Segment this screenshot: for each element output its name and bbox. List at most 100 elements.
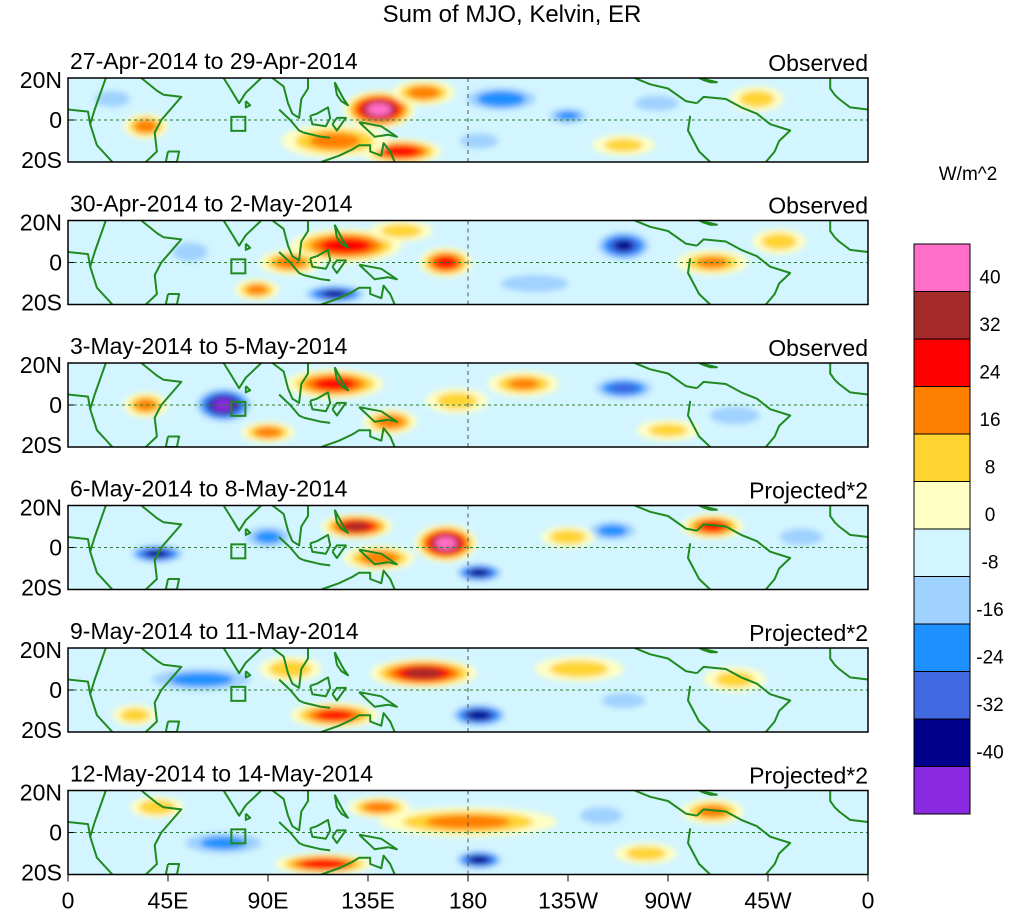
contour-band [625, 846, 667, 861]
x-axis: 0 45E 90E 135E 180 135W 90W 45W 0 [62, 874, 874, 914]
colorbar-swatch [913, 481, 971, 530]
contour-band [134, 119, 158, 133]
coastline [309, 248, 332, 270]
coastline [698, 505, 718, 511]
contour-band [549, 529, 587, 545]
coastline [829, 220, 868, 253]
coastline [303, 274, 331, 282]
anomaly-cell [419, 247, 473, 278]
panel-date-range: 3-May-2014 to 5-May-2014 [70, 333, 348, 359]
y-tick-label: 20S [21, 575, 62, 601]
coastline [331, 686, 347, 702]
contour-band [323, 290, 347, 298]
coastline [687, 828, 711, 875]
anomaly-cell [363, 409, 417, 435]
x-tick-label: 180 [449, 888, 487, 914]
contour-band [579, 807, 623, 825]
panel-status: Observed [768, 335, 868, 361]
map-panel-1: 20N 0 20S 27-Apr-2014 to 29-Apr-2014 Observe… [20, 48, 869, 173]
region-box [230, 685, 247, 702]
map-panel-6: 20N 0 20S 12-May-2014 to 14-May-2014 Project… [20, 761, 869, 886]
y-tick-label: 0 [49, 820, 62, 846]
coastline [696, 808, 792, 875]
contour-band [634, 95, 680, 111]
y-tick-label: 0 [49, 677, 62, 703]
anomaly-cell [452, 849, 506, 871]
y-tick-label: 20N [20, 210, 62, 236]
anomaly-cell [285, 369, 384, 399]
contour-band [254, 426, 282, 438]
colorbar-swatch [913, 766, 971, 815]
coastline [687, 400, 711, 447]
coastline [331, 544, 347, 559]
region-box [230, 258, 247, 275]
contour-band [500, 274, 569, 293]
colorbar: W/m^2 40 32 24 16 8 0 -8 -16 -24 -32 -40 [913, 164, 1004, 815]
coastline [320, 712, 396, 732]
y-tick-label: 20N [20, 780, 62, 806]
colorbar-label: -40 [976, 743, 1003, 764]
coastlines [68, 220, 868, 305]
colorbar-label: 24 [979, 363, 1001, 384]
anomaly-cell [770, 524, 833, 550]
map-panel-5: 20N 0 20S 9-May-2014 to 11-May-2014 Projecte… [20, 618, 869, 743]
coastline [164, 435, 181, 447]
coastline [634, 78, 698, 105]
contour-band [436, 392, 478, 410]
coastline [244, 385, 252, 394]
colorbar-label: -8 [982, 553, 999, 574]
coastline [687, 685, 711, 732]
coastline [309, 533, 332, 555]
coastline [244, 100, 252, 109]
anomaly-cell [588, 375, 660, 401]
y-tick-label: 20N [20, 67, 62, 93]
contour-band [120, 708, 150, 723]
coastline [320, 854, 396, 875]
coastlines [68, 78, 868, 162]
coastline [278, 821, 305, 847]
x-tick-label: 135W [538, 888, 598, 914]
colorbar-label: -16 [976, 600, 1003, 621]
coastline [358, 691, 398, 708]
anomaly-cell [425, 388, 488, 414]
anomaly-cell [379, 807, 557, 837]
y-tick-label: 20S [21, 860, 62, 886]
coastline [140, 78, 183, 162]
coastline [358, 263, 398, 281]
coastline [320, 569, 396, 590]
contour-band [316, 710, 353, 721]
coastline [244, 812, 252, 821]
anomaly-cell [570, 803, 633, 829]
anomaly-cell [703, 666, 766, 693]
anomaly-cell [123, 113, 168, 139]
coastline [278, 536, 305, 562]
y-tick-label: 20S [21, 717, 62, 743]
anomaly-cell [730, 86, 784, 112]
anomaly-cell [541, 526, 595, 548]
anomaly-cell [452, 562, 506, 584]
map-panel-3: 20N 0 20S 3-May-2014 to 5-May-2014 Observed [20, 333, 869, 458]
contour-band [200, 836, 247, 850]
coastline [140, 505, 183, 590]
contour-band [366, 103, 392, 116]
coastline [164, 720, 181, 732]
contour-band [404, 668, 443, 679]
coastline [244, 670, 252, 679]
coastline [698, 790, 718, 796]
anomaly-cell [192, 386, 255, 424]
anomaly-cell [274, 853, 373, 875]
coastline [698, 648, 718, 654]
anomaly-cell [681, 798, 744, 825]
anomaly-cell [621, 90, 693, 116]
contour-band [508, 378, 539, 390]
coastline [222, 648, 262, 675]
contour-band [779, 528, 823, 546]
coastline [303, 416, 331, 424]
coastline [698, 78, 718, 84]
coastline [331, 259, 347, 274]
coastline [696, 95, 792, 162]
y-tick-label: 0 [49, 107, 62, 133]
coastline [271, 363, 309, 404]
x-tick-label: 45W [744, 888, 792, 914]
coastline [164, 863, 181, 875]
